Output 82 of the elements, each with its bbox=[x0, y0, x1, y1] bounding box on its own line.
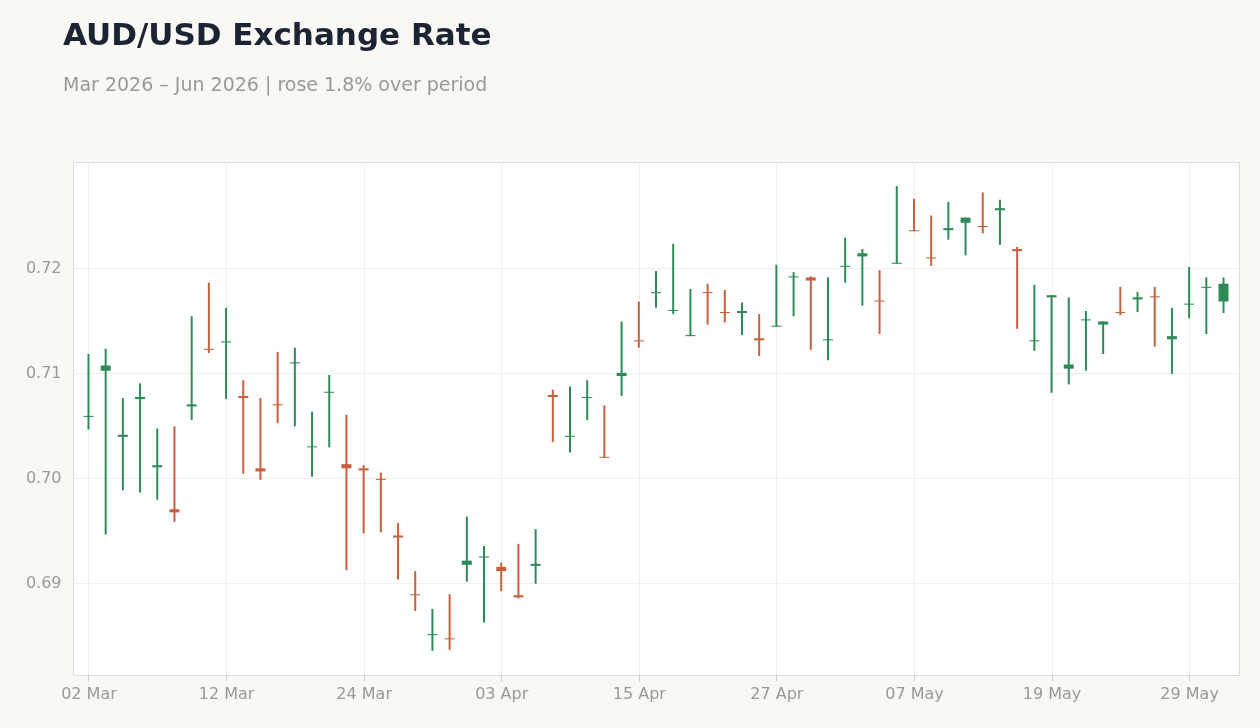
candlestick bbox=[1012, 245, 1023, 330]
y-tick-label: 0.69 bbox=[25, 573, 62, 593]
candlestick bbox=[530, 528, 541, 585]
candlestick bbox=[410, 570, 421, 613]
x-tick-label: 12 Mar bbox=[198, 683, 255, 703]
candlestick bbox=[1029, 283, 1040, 352]
candlestick bbox=[83, 352, 94, 431]
candlestick bbox=[289, 346, 300, 428]
candlestick bbox=[496, 561, 507, 593]
y-tick-label: 0.72 bbox=[25, 258, 62, 278]
candlestick bbox=[461, 515, 472, 583]
candlestick bbox=[685, 287, 696, 338]
candlestick bbox=[1080, 309, 1091, 372]
candlestick bbox=[341, 413, 352, 572]
candlestick bbox=[255, 397, 266, 481]
x-tick-label: 19 May bbox=[1022, 683, 1082, 703]
y-tick-label: 0.71 bbox=[25, 363, 62, 383]
candlestick bbox=[358, 464, 369, 535]
candlestick bbox=[891, 185, 902, 265]
candlestick bbox=[702, 282, 713, 326]
candlestick bbox=[1166, 306, 1177, 375]
candlestick bbox=[908, 197, 919, 233]
candlestick bbox=[427, 607, 438, 652]
candlestick bbox=[135, 382, 146, 494]
candlestick bbox=[616, 320, 627, 397]
candlestick bbox=[1218, 276, 1229, 315]
candlestick bbox=[444, 593, 455, 651]
candlestick bbox=[926, 214, 937, 267]
candlestick bbox=[203, 281, 214, 354]
candlestick bbox=[1115, 285, 1126, 317]
chart-subtitle: Mar 2026 – Jun 2026 | rose 1.8% over period bbox=[63, 73, 488, 96]
x-tick-label: 15 Apr bbox=[612, 683, 667, 703]
candlestick bbox=[719, 288, 730, 324]
candlestick bbox=[169, 425, 180, 523]
candlestick bbox=[1132, 291, 1143, 314]
x-tick-label: 03 Apr bbox=[475, 683, 529, 703]
candlestick bbox=[1063, 296, 1074, 386]
candlestick bbox=[822, 276, 833, 362]
candlestick bbox=[633, 300, 644, 349]
candlestick bbox=[582, 379, 593, 422]
candlestick bbox=[874, 269, 885, 336]
candlestick bbox=[977, 191, 988, 235]
candlestick bbox=[1149, 285, 1160, 348]
candlestick bbox=[238, 379, 249, 475]
candlestick bbox=[221, 306, 232, 401]
candlestick bbox=[513, 542, 524, 600]
candlestick bbox=[1046, 294, 1057, 394]
chart-title: AUD/USD Exchange Rate bbox=[63, 16, 492, 52]
candlestick bbox=[100, 347, 111, 536]
candlestick bbox=[736, 301, 747, 337]
candlestick bbox=[599, 404, 610, 459]
candlestick bbox=[994, 198, 1005, 246]
candlestick bbox=[668, 242, 679, 316]
candlestick bbox=[960, 216, 971, 257]
candlestick bbox=[805, 275, 816, 351]
candlestick bbox=[117, 397, 128, 492]
y-tick-label: 0.70 bbox=[25, 468, 62, 488]
candlestick bbox=[272, 350, 283, 425]
x-tick-label: 07 May bbox=[885, 683, 944, 703]
candlestick bbox=[1201, 276, 1212, 336]
candlestick bbox=[324, 373, 335, 449]
candlestick bbox=[788, 271, 799, 318]
candlestick bbox=[152, 427, 163, 501]
candlestick bbox=[186, 315, 197, 422]
candlestick bbox=[651, 270, 661, 309]
candlestick bbox=[754, 313, 765, 358]
candlestick bbox=[771, 263, 782, 328]
x-tick-label: 02 Mar bbox=[61, 683, 118, 703]
candlestick bbox=[479, 544, 490, 624]
candlestick bbox=[307, 410, 318, 478]
candlestick bbox=[375, 471, 386, 534]
candlestick bbox=[840, 236, 851, 284]
candlestick bbox=[1098, 320, 1109, 355]
candlestick bbox=[393, 521, 404, 581]
x-tick-label: 29 May bbox=[1160, 683, 1219, 703]
candlestick bbox=[565, 385, 576, 454]
x-tick-label: 24 Mar bbox=[336, 683, 393, 703]
candlestick bbox=[547, 388, 558, 444]
candlestick bbox=[1184, 265, 1195, 320]
candlestick bbox=[943, 200, 954, 241]
candlestick bbox=[857, 248, 868, 307]
x-tick-label: 27 Apr bbox=[750, 683, 804, 703]
